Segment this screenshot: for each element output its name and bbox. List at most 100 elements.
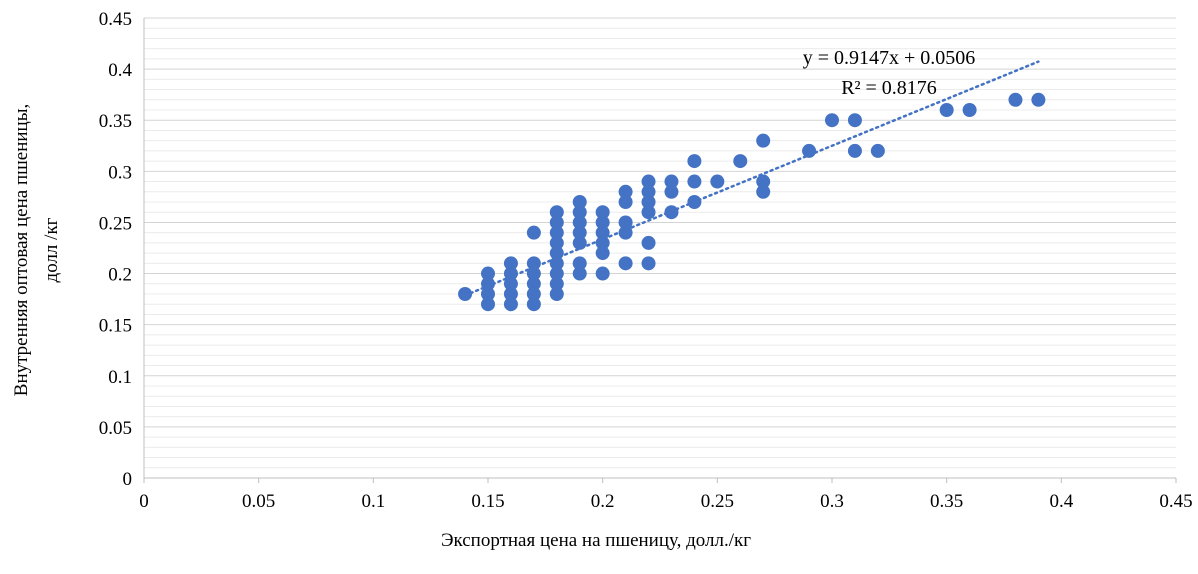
x-tick-label: 0.35 <box>930 491 963 512</box>
data-point <box>595 235 610 250</box>
x-tick-label: 0 <box>139 491 149 512</box>
data-points <box>458 92 1046 312</box>
data-point <box>847 113 862 128</box>
data-point <box>572 215 587 230</box>
data-point <box>687 154 702 169</box>
data-point <box>664 174 679 189</box>
data-point <box>572 225 587 240</box>
data-point <box>595 246 610 261</box>
x-tick-label: 0.2 <box>591 491 615 512</box>
x-tick-label: 0.45 <box>1159 491 1192 512</box>
y-tick-label: 0.15 <box>99 316 132 337</box>
data-point <box>549 287 564 301</box>
data-point <box>503 287 518 301</box>
data-point <box>549 256 564 271</box>
data-point <box>733 154 748 169</box>
x-axis-title: Экспортная цена на пшеницу, долл./кг <box>441 530 751 551</box>
data-point <box>618 195 633 209</box>
data-point <box>526 287 541 301</box>
gridlines <box>144 17 1176 469</box>
data-point <box>503 256 518 271</box>
data-point <box>1031 92 1046 107</box>
data-point <box>618 225 633 240</box>
data-point <box>481 287 495 301</box>
data-point <box>572 256 587 271</box>
y-tick-label: 0.1 <box>108 367 132 388</box>
data-point <box>526 266 541 281</box>
x-tick-label: 0.4 <box>1049 491 1073 512</box>
y-tick-label: 0.4 <box>108 60 132 81</box>
y-tick-label: 0.05 <box>99 418 132 439</box>
data-point <box>572 235 587 250</box>
data-point <box>641 256 656 271</box>
data-point <box>572 195 587 209</box>
data-point <box>664 184 679 199</box>
data-point <box>526 225 541 240</box>
y-axis-title: Внутренняя оптовая цена пшеницы, долл /к… <box>11 104 62 396</box>
data-point <box>825 113 839 128</box>
x-tick-label: 0.05 <box>242 491 275 512</box>
data-point <box>756 184 771 199</box>
data-point <box>802 143 817 158</box>
data-point <box>481 266 495 281</box>
y-tick-label: 0.2 <box>108 265 132 286</box>
data-point <box>526 256 541 271</box>
data-point <box>939 103 954 117</box>
data-point <box>549 205 564 220</box>
data-point <box>595 205 610 220</box>
data-point <box>549 215 564 230</box>
data-point <box>847 143 862 158</box>
data-point <box>549 266 564 281</box>
data-point <box>481 276 495 291</box>
y-tick-label: 0.35 <box>99 111 132 132</box>
data-point <box>641 205 656 220</box>
data-point <box>572 266 587 281</box>
data-point <box>962 103 977 117</box>
data-point <box>618 184 633 199</box>
y-tick-label: 0.45 <box>99 9 132 30</box>
data-point <box>595 215 610 230</box>
y-tick-label: 0 <box>123 469 133 490</box>
trendline-equation: y = 0.9147x + 0.0506 <box>803 47 976 69</box>
trendline-r-squared: R² = 0.8176 <box>841 77 937 99</box>
data-point <box>595 225 610 240</box>
y-axis-title-line-2: долл /кг <box>41 217 62 282</box>
data-point <box>1008 92 1023 107</box>
data-point <box>756 174 771 189</box>
data-point <box>481 297 495 312</box>
data-point <box>503 297 518 312</box>
data-point <box>595 266 610 281</box>
y-tick-label: 0.25 <box>99 213 132 234</box>
data-point <box>641 195 656 209</box>
y-axis-title-line-1: Внутренняя оптовая цена пшеницы, <box>11 104 32 396</box>
data-point <box>664 205 679 220</box>
data-point <box>526 297 541 312</box>
data-point <box>618 256 633 271</box>
data-point <box>458 287 473 301</box>
data-point <box>641 174 656 189</box>
data-point <box>710 174 725 189</box>
data-point <box>503 276 518 291</box>
x-tick-label: 0.3 <box>820 491 844 512</box>
x-tick-label: 0.15 <box>471 491 504 512</box>
data-point <box>549 225 564 240</box>
data-point <box>641 235 656 250</box>
data-point <box>870 143 885 158</box>
data-point <box>687 174 702 189</box>
data-point <box>526 276 541 291</box>
x-tick-label: 0.25 <box>701 491 734 512</box>
y-tick-labels: 0 0.05 0.1 0.15 0.2 0.25 0.3 0.35 0.4 0.45 <box>99 9 133 490</box>
x-tick-label: 0.1 <box>361 491 385 512</box>
data-point <box>641 184 656 199</box>
data-point <box>618 215 633 230</box>
data-point <box>756 133 771 148</box>
data-point <box>687 195 702 209</box>
data-point <box>503 266 518 281</box>
axes <box>143 18 1176 479</box>
y-tick-label: 0.3 <box>108 162 132 183</box>
x-tick-labels: 0 0.05 0.1 0.15 0.2 0.25 0.3 0.35 0.4 0.45 <box>139 478 1193 512</box>
data-point <box>549 235 564 250</box>
data-point <box>572 205 587 220</box>
data-point <box>549 276 564 291</box>
